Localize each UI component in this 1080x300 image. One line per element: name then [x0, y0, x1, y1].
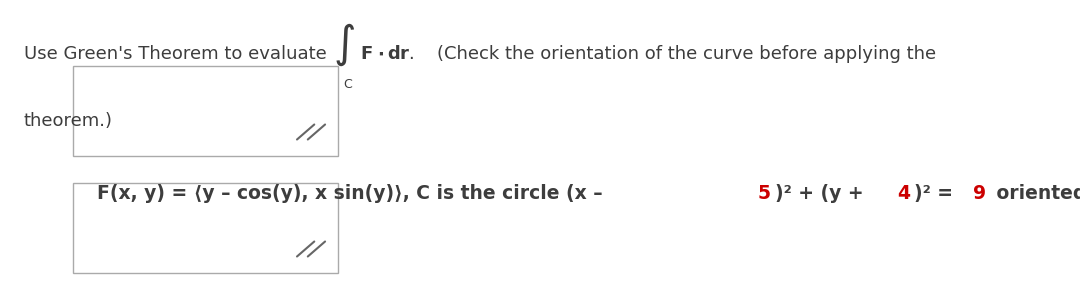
Text: $\int$: $\int$: [333, 22, 354, 68]
Text: oriented clockwise: oriented clockwise: [990, 184, 1080, 203]
Text: C: C: [343, 77, 352, 91]
Text: (Check the orientation of the curve before applying the: (Check the orientation of the curve befo…: [437, 45, 936, 63]
Text: 9: 9: [973, 184, 986, 203]
Text: F(x, y) = ⟨y – cos(y), x sin(y)⟩, C is the circle (x –: F(x, y) = ⟨y – cos(y), x sin(y)⟩, C is t…: [97, 184, 609, 203]
Bar: [73, 183, 338, 273]
Text: theorem.): theorem.): [24, 112, 112, 130]
Text: Use Green's Theorem to evaluate: Use Green's Theorem to evaluate: [24, 45, 326, 63]
Text: 4: 4: [897, 184, 910, 203]
Text: )² =: )² =: [915, 184, 960, 203]
Text: 5: 5: [758, 184, 771, 203]
Text: )² + (y +: )² + (y +: [774, 184, 869, 203]
Bar: [73, 66, 338, 156]
Text: $\mathbf{F}$: $\mathbf{F}$: [360, 45, 373, 63]
Text: $\mathbf{d}$$\mathit{\mathbf{r}}$.: $\mathbf{d}$$\mathit{\mathbf{r}}$.: [387, 45, 414, 63]
Text: $\mathbf{\cdot}$: $\mathbf{\cdot}$: [377, 45, 383, 63]
